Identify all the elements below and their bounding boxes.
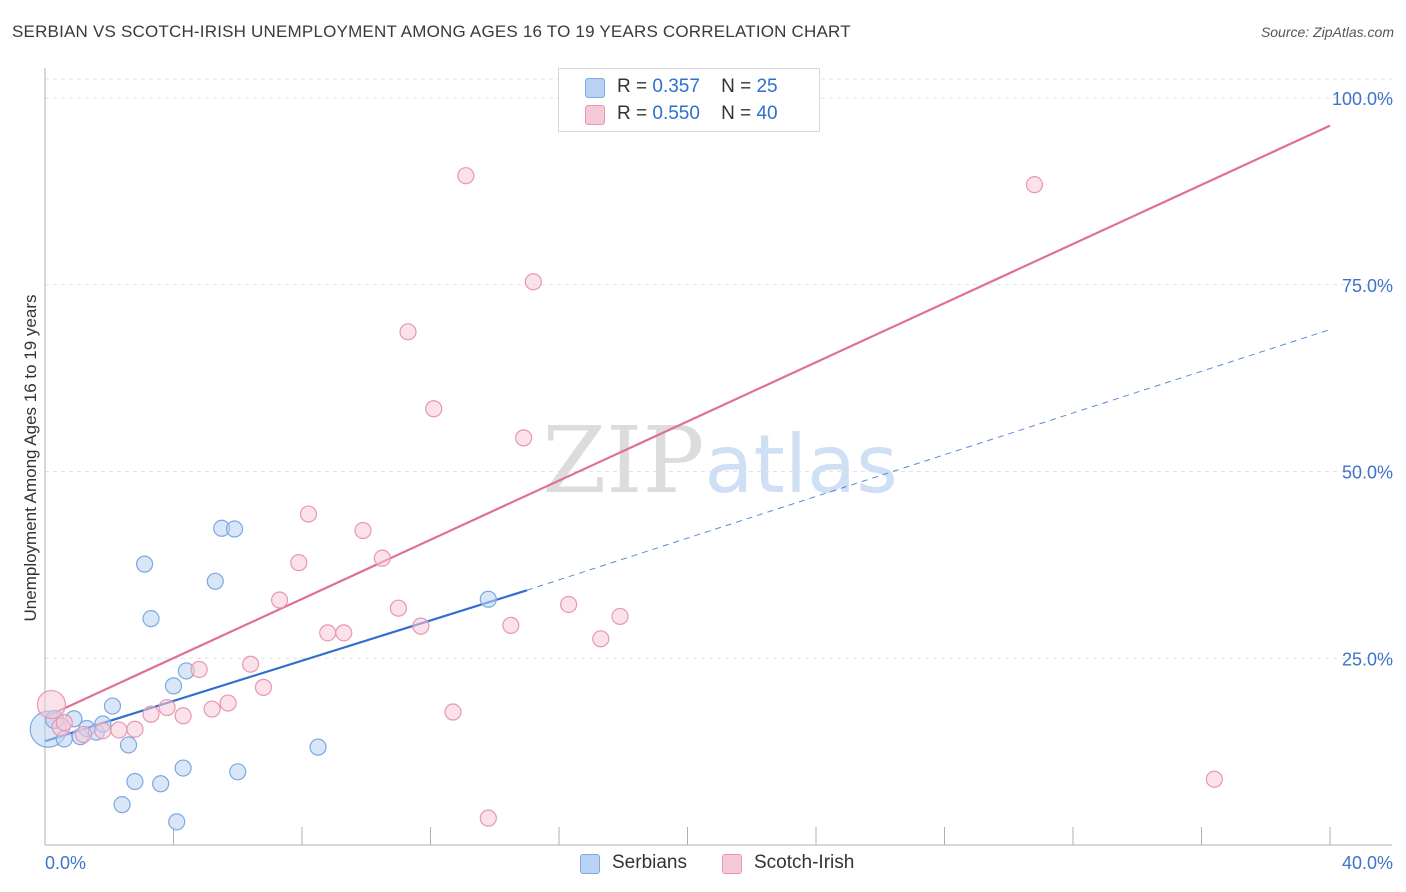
serbians-point bbox=[103, 697, 122, 715]
serbians-trend-line bbox=[44, 589, 528, 743]
serbians-n-value: 25 bbox=[756, 76, 778, 97]
scotch-irish-swatch bbox=[585, 105, 605, 125]
serbians-point bbox=[229, 763, 247, 781]
scotch-irish-r-value: 0.550 bbox=[652, 103, 700, 124]
correlation-legend: R = 0.357 N = 25 R = 0.550 N = 40 bbox=[558, 68, 820, 132]
gridlines bbox=[45, 78, 1392, 659]
y-tick-label: 50.0% bbox=[1342, 463, 1393, 483]
serbians-point bbox=[119, 736, 138, 754]
x-tick-label-max: 40.0% bbox=[1342, 853, 1393, 873]
scotch-irish-point bbox=[203, 700, 221, 718]
serbians-point bbox=[206, 572, 224, 590]
scotch-irish-point bbox=[354, 521, 372, 540]
serbians-point bbox=[225, 520, 244, 538]
scotch-irish-point bbox=[560, 595, 578, 614]
n-label: N = bbox=[721, 76, 752, 97]
tick-labels: 25.0% 50.0% 75.0% 100.0% 0.0% 40.0% bbox=[45, 89, 1393, 873]
x-tick-label-min: 0.0% bbox=[45, 853, 86, 873]
serbians-point bbox=[168, 813, 186, 831]
scotch-irish-point bbox=[524, 273, 542, 291]
n-label: N = bbox=[721, 103, 752, 124]
chart-title: SERBIAN VS SCOTCH-IRISH UNEMPLOYMENT AMO… bbox=[12, 22, 851, 41]
scotch-irish-point bbox=[389, 599, 407, 617]
serbians-legend-label: Serbians bbox=[612, 852, 687, 873]
chart-source: Source: ZipAtlas.com bbox=[1260, 24, 1394, 40]
serbians-point bbox=[164, 677, 183, 695]
scotch-irish-point bbox=[335, 624, 353, 642]
scotch-irish-point bbox=[444, 703, 462, 721]
serbians-legend-swatch bbox=[580, 854, 600, 874]
scotch-irish-point bbox=[174, 707, 192, 725]
serbians-point bbox=[113, 796, 131, 814]
scotch-irish-point bbox=[158, 698, 176, 717]
scotch-irish-point bbox=[254, 678, 273, 696]
scotch-irish-point bbox=[515, 429, 533, 447]
scotch-irish-point bbox=[1205, 770, 1223, 788]
scotch-irish-point bbox=[242, 655, 260, 673]
scotch-irish-point bbox=[425, 400, 443, 418]
scotch-irish-point bbox=[592, 630, 610, 648]
scotch-irish-point bbox=[110, 721, 128, 739]
scotch-irish-point bbox=[319, 624, 337, 642]
serbians-point bbox=[126, 772, 144, 791]
r-label: R = bbox=[617, 76, 648, 97]
scotch-irish-legend-swatch bbox=[722, 854, 742, 874]
scotch-irish-point bbox=[94, 722, 112, 740]
scotch-irish-point bbox=[299, 505, 318, 523]
serbians-trend-extension bbox=[526, 329, 1331, 591]
serbians-swatch bbox=[585, 78, 605, 98]
serbians-point bbox=[152, 775, 170, 793]
scotch-irish-point bbox=[1025, 176, 1044, 194]
y-tick-label: 75.0% bbox=[1342, 276, 1393, 296]
watermark-atlas: atlas bbox=[704, 418, 897, 511]
serbians-point bbox=[174, 759, 192, 777]
scotch-irish-point bbox=[457, 167, 475, 185]
scotch-irish-point bbox=[479, 809, 497, 827]
scotch-irish-point bbox=[412, 617, 430, 635]
scotch-irish-point bbox=[142, 705, 160, 723]
scotch-irish-point bbox=[219, 694, 237, 712]
scotch-irish-point bbox=[290, 554, 308, 572]
r-label: R = bbox=[617, 103, 648, 124]
watermark-zip: ZIP bbox=[542, 407, 704, 514]
y-axis-label: Unemployment Among Ages 16 to 19 years bbox=[21, 295, 40, 622]
scotch-irish-point bbox=[399, 323, 417, 341]
serbians-r-value: 0.357 bbox=[652, 76, 700, 97]
serbians-point bbox=[479, 590, 497, 608]
serbians-point bbox=[309, 738, 327, 756]
y-tick-label: 100.0% bbox=[1332, 89, 1393, 109]
scotch-irish-point bbox=[36, 689, 67, 720]
scotch-irish-point bbox=[611, 607, 629, 626]
serbians-point bbox=[142, 610, 160, 628]
scotch-irish-point bbox=[74, 725, 93, 744]
serbians-point bbox=[135, 555, 154, 573]
data-points bbox=[29, 89, 1223, 831]
y-tick-label: 25.0% bbox=[1342, 649, 1393, 669]
trend-lines bbox=[44, 124, 1331, 743]
scotch-irish-point bbox=[270, 591, 289, 609]
scotch-irish-n-value: 40 bbox=[756, 103, 778, 124]
scotch-irish-point bbox=[55, 713, 73, 732]
scotch-irish-trend-line bbox=[44, 124, 1331, 719]
scotch-irish-point bbox=[190, 660, 208, 679]
scotch-irish-legend-label: Scotch-Irish bbox=[754, 852, 855, 873]
scotch-irish-point bbox=[502, 616, 520, 634]
watermark: ZIPatlas bbox=[542, 407, 898, 514]
scotch-irish-point bbox=[126, 720, 144, 738]
scotch-irish-point bbox=[373, 549, 391, 567]
